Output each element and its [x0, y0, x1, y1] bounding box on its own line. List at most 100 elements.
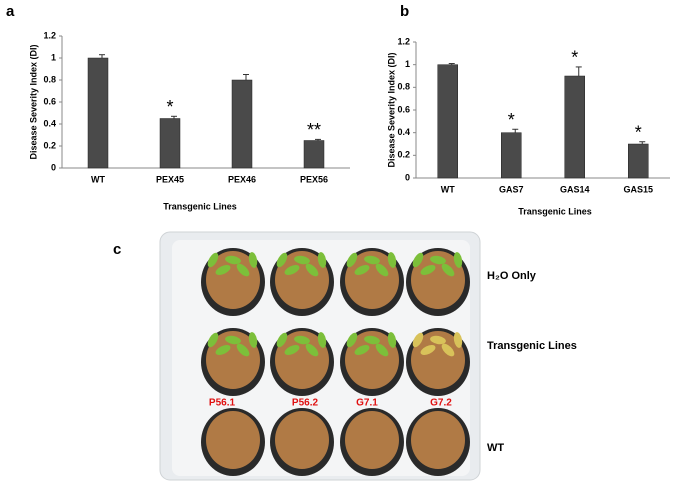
- x-tick-label: WT: [91, 174, 105, 184]
- row-label: H₂O Only: [487, 270, 537, 282]
- bar: [501, 132, 522, 179]
- row-label: Transgenic Lines: [487, 340, 577, 352]
- y-tick-label: 0.4: [43, 118, 56, 128]
- leaf: [236, 263, 250, 277]
- pot-label: P56.2: [292, 398, 319, 409]
- y-tick-label: 0.6: [43, 96, 56, 106]
- leaf: [215, 345, 231, 355]
- x-axis-label: Transgenic Lines: [518, 206, 592, 216]
- bar: [231, 79, 253, 169]
- soil: [275, 331, 329, 389]
- leaf: [225, 255, 241, 265]
- significance: *: [571, 48, 578, 68]
- y-tick-label: 1.2: [397, 36, 410, 46]
- bar: [87, 57, 109, 169]
- leaf: [276, 332, 288, 348]
- y-tick-label: 0.2: [43, 140, 56, 150]
- leaf: [207, 332, 219, 348]
- leaf: [225, 335, 241, 345]
- leaf: [317, 332, 327, 348]
- leaf: [354, 265, 370, 275]
- x-tick-label: PEX45: [156, 174, 184, 184]
- significance: **: [307, 120, 321, 140]
- leaf: [364, 255, 380, 265]
- leaf: [387, 252, 397, 268]
- x-tick-label: PEX56: [300, 174, 328, 184]
- y-tick-label: 0.8: [397, 82, 410, 92]
- leaf: [294, 255, 310, 265]
- soil: [411, 411, 465, 469]
- leaf: [430, 255, 446, 265]
- y-tick-label: 1: [405, 59, 410, 69]
- leaf: [354, 345, 370, 355]
- soil: [206, 251, 260, 309]
- leaf: [412, 332, 424, 348]
- soil: [411, 331, 465, 389]
- panel-letter: a: [6, 3, 15, 20]
- leaf: [294, 335, 310, 345]
- y-tick-label: 0: [405, 172, 410, 182]
- leaf: [375, 263, 389, 277]
- panel-letter: c: [113, 241, 121, 258]
- bar: [564, 75, 585, 179]
- x-tick-label: GAS7: [499, 184, 524, 194]
- row-label: WT: [487, 442, 504, 454]
- leaf: [420, 265, 436, 275]
- leaf: [375, 343, 389, 357]
- soil: [345, 251, 399, 309]
- x-tick-label: GAS15: [623, 184, 653, 194]
- leaf: [346, 332, 358, 348]
- leaf: [207, 252, 219, 268]
- leaf: [387, 332, 397, 348]
- leaf: [430, 335, 446, 345]
- bar: [303, 140, 325, 169]
- leaf: [236, 343, 250, 357]
- y-tick-label: 1.2: [43, 30, 56, 40]
- leaf: [248, 252, 258, 268]
- y-tick-label: 0: [51, 162, 56, 172]
- bar: [628, 143, 649, 179]
- leaf: [453, 252, 463, 268]
- soil: [275, 411, 329, 469]
- pot-label: G7.1: [356, 398, 378, 409]
- x-axis-label: Transgenic Lines: [163, 201, 237, 211]
- leaf: [284, 265, 300, 275]
- leaf: [412, 252, 424, 268]
- significance: *: [166, 97, 173, 117]
- soil: [206, 331, 260, 389]
- y-axis-label: Disease Severity Index (DI): [28, 44, 38, 159]
- leaf: [420, 345, 436, 355]
- soil: [411, 251, 465, 309]
- soil: [275, 251, 329, 309]
- significance: *: [635, 122, 642, 142]
- leaf: [453, 332, 463, 348]
- soil: [345, 331, 399, 389]
- leaf: [317, 252, 327, 268]
- x-tick-label: GAS14: [560, 184, 590, 194]
- pots: [201, 248, 470, 476]
- leaf: [346, 252, 358, 268]
- bar: [159, 118, 181, 169]
- leaf: [305, 343, 319, 357]
- y-tick-label: 0.6: [397, 104, 410, 114]
- y-axis-label: Disease Severity Index (DI): [386, 52, 396, 167]
- leaf: [364, 335, 380, 345]
- leaf: [284, 345, 300, 355]
- pot-label: G7.2: [430, 398, 452, 409]
- leaf: [248, 332, 258, 348]
- leaf: [305, 263, 319, 277]
- y-tick-label: 0.4: [397, 127, 410, 137]
- soil: [345, 411, 399, 469]
- panel-letter: b: [400, 3, 409, 20]
- leaf: [215, 265, 231, 275]
- x-tick-label: PEX46: [228, 174, 256, 184]
- significance: *: [508, 110, 515, 130]
- y-tick-label: 0.2: [397, 150, 410, 160]
- leaf: [276, 252, 288, 268]
- soil: [206, 411, 260, 469]
- x-tick-label: WT: [441, 184, 455, 194]
- leaf: [441, 343, 455, 357]
- leaf: [441, 263, 455, 277]
- pot-label: P56.1: [209, 398, 236, 409]
